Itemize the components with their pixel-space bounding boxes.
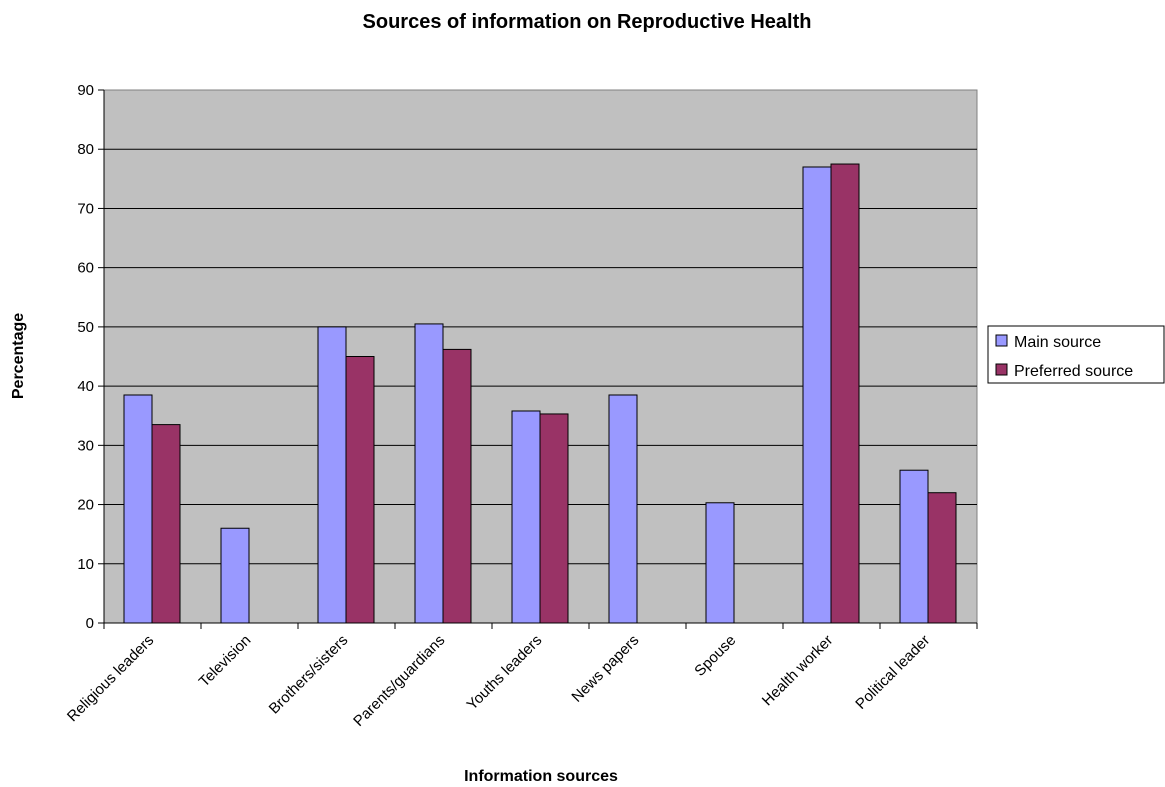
bar-main-source [414, 323, 444, 624]
x-tick-label: Parents/guardians [350, 632, 448, 730]
bar-preferred-source [927, 492, 957, 624]
bar-main-source [123, 394, 153, 624]
legend-box [987, 325, 1165, 384]
y-tick-label: 0 [86, 615, 94, 632]
y-tick-label: 70 [77, 200, 94, 217]
bar-preferred-source [345, 356, 375, 624]
y-tick-label: 80 [77, 141, 94, 158]
bar-main-source [317, 326, 347, 624]
bar-preferred-source [151, 424, 181, 624]
legend-swatch-preferred-source [995, 363, 1008, 376]
y-tick-label: 90 [77, 82, 94, 99]
legend-swatch-main-source [995, 334, 1008, 347]
bar-preferred-source [539, 413, 569, 624]
chart-title: Sources of information on Reproductive H… [363, 11, 812, 33]
bar-preferred-source [442, 348, 472, 624]
x-tick-label: Brothers/sisters [266, 632, 352, 718]
legend-label-main-source: Main source [1014, 334, 1101, 351]
legend-label-preferred-source: Preferred source [1014, 363, 1133, 380]
x-tick-label: Television [196, 632, 255, 691]
y-axis-ticks: 0 10 20 30 40 50 60 70 80 90 [77, 82, 94, 632]
y-tick-label: 30 [77, 437, 94, 454]
y-tick-label: 40 [77, 378, 94, 395]
bar-main-source [705, 502, 735, 624]
x-tick-label: Youths leaders [464, 632, 546, 714]
y-axis-title: Percentage [10, 313, 27, 399]
y-tick-label: 20 [77, 497, 94, 514]
bar-main-source [899, 469, 929, 624]
x-tick-label: News papers [568, 632, 642, 706]
x-tick-label: Health worker [759, 632, 836, 709]
y-tick-label: 10 [77, 556, 94, 573]
x-axis-ticks: Religious leaders Television Brothers/sist… [64, 632, 933, 730]
y-tick-label: 50 [77, 319, 94, 336]
x-tick-label: Spouse [691, 632, 739, 680]
y-tick-label: 60 [77, 260, 94, 277]
legend: Main source Preferred source [987, 325, 1165, 384]
bar-preferred-source [830, 163, 860, 624]
bars [123, 163, 957, 624]
bar-main-source [608, 394, 638, 624]
axes [98, 89, 978, 629]
x-tick-label: Political leader [852, 632, 933, 713]
x-axis-title: Information sources [464, 768, 618, 785]
bar-main-source [802, 166, 832, 624]
bar-main-source [511, 410, 541, 624]
bar-main-source [220, 527, 250, 624]
x-tick-label: Religious leaders [64, 632, 157, 725]
